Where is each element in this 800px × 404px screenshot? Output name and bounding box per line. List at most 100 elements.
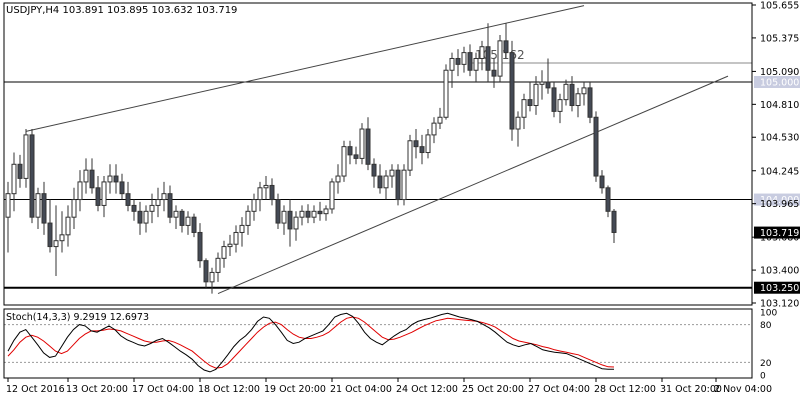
candle-body <box>401 169 407 201</box>
level-price-tag <box>754 281 800 294</box>
candle-body <box>479 46 485 59</box>
time-tick-label: 24 Oct 12:00 <box>396 384 458 395</box>
price-tick-label: 104.810 <box>760 100 799 111</box>
candle-body <box>611 210 617 233</box>
candle-body <box>509 52 515 130</box>
candle-body <box>377 175 383 189</box>
candle-body <box>443 69 449 118</box>
candle-body <box>185 216 191 226</box>
level-price-tag-label: 104.000 <box>760 195 799 206</box>
candle-body <box>149 204 155 212</box>
candle-body <box>431 122 437 136</box>
candle-body <box>353 154 359 159</box>
candle-body <box>83 169 89 183</box>
candle-body <box>371 163 377 177</box>
candle-body <box>95 187 101 206</box>
candle-body <box>173 210 179 218</box>
candle-body <box>557 99 563 112</box>
price-tick-label: 105.090 <box>760 67 799 78</box>
candle-body <box>245 210 251 226</box>
candle-body <box>119 181 125 195</box>
candle-body <box>539 81 545 85</box>
candle-body <box>551 87 557 112</box>
candle-body <box>473 57 479 71</box>
candle-body <box>533 83 539 107</box>
candle-body <box>59 234 65 242</box>
candle-body <box>455 57 461 65</box>
osc-tick-label: 100 <box>760 309 777 319</box>
candle-body <box>581 87 587 95</box>
candle-body <box>347 146 353 156</box>
candle-body <box>407 140 413 171</box>
candle-body <box>227 243 233 248</box>
candle-body <box>11 163 17 195</box>
candle-body <box>203 260 209 283</box>
candle-body <box>41 193 47 224</box>
candle-body <box>89 169 95 189</box>
candle-body <box>335 175 341 183</box>
candle-body <box>29 134 35 218</box>
candle-body <box>599 175 605 189</box>
candle-body <box>275 199 281 224</box>
candle-body <box>491 69 497 77</box>
oscillator-pane-border <box>3 308 753 379</box>
candle-body <box>359 128 365 159</box>
candle-body <box>341 146 347 177</box>
time-tick-label: 18 Oct 12:00 <box>198 384 260 395</box>
main-pane-border <box>3 2 753 306</box>
candle-body <box>125 193 131 206</box>
candle-body <box>575 93 581 107</box>
candle-body <box>281 210 287 224</box>
candle-body <box>113 175 119 183</box>
candle-body <box>545 81 551 89</box>
candle-body <box>167 193 173 218</box>
candle-body <box>521 99 527 118</box>
candle-body <box>77 181 83 201</box>
candle-body <box>605 187 611 212</box>
time-tick-label: 12 Oct 2016 <box>6 384 65 395</box>
stoch-main-line <box>7 312 614 373</box>
candle-body <box>269 184 275 201</box>
candle-body <box>593 116 599 177</box>
candle-body <box>35 193 41 218</box>
candle-body <box>569 83 575 107</box>
candle-body <box>311 210 317 218</box>
candle-body <box>239 224 245 233</box>
candle-body <box>503 40 509 54</box>
price-tick-label: 103.965 <box>760 199 799 210</box>
osc-tick-label: 80 <box>760 321 772 331</box>
candle-body <box>383 175 389 189</box>
candle-body <box>467 52 473 71</box>
candle-body <box>233 231 239 245</box>
candle-body <box>191 216 197 233</box>
oscillator-title: Stoch(14,3,3) 9.2919 12.6973 <box>6 312 149 323</box>
current-price-tag <box>754 226 800 239</box>
chart-header: USDJPY,H4 103.891 103.895 103.632 103.71… <box>6 5 237 16</box>
candle-body <box>197 231 203 262</box>
price-tick-label: 105.655 <box>760 1 799 12</box>
candle-body <box>23 134 29 179</box>
candle-body <box>293 216 299 230</box>
candle-body <box>221 246 227 259</box>
candle-body <box>179 210 185 226</box>
osc-tick-label: 20 <box>760 359 772 369</box>
candle-body <box>437 116 443 124</box>
trendline <box>25 5 585 132</box>
stoch-signal-line <box>7 316 615 369</box>
candle-body <box>47 222 53 248</box>
candle-body <box>299 210 305 218</box>
candle-body <box>413 140 419 148</box>
osc-tick-label: 0 <box>760 372 766 382</box>
candle-body <box>497 40 503 77</box>
candle-body <box>71 199 77 218</box>
candle-body <box>257 187 263 201</box>
candle-body <box>131 204 137 212</box>
candle-body <box>209 271 215 283</box>
level-price-tag-label: 105.000 <box>760 77 799 88</box>
time-tick-label: 21 Oct 04:00 <box>330 384 392 395</box>
candle-body <box>215 257 221 273</box>
time-tick-label: 31 Oct 20:00 <box>660 384 722 395</box>
candle-body <box>587 87 593 118</box>
candle-body <box>563 83 569 101</box>
